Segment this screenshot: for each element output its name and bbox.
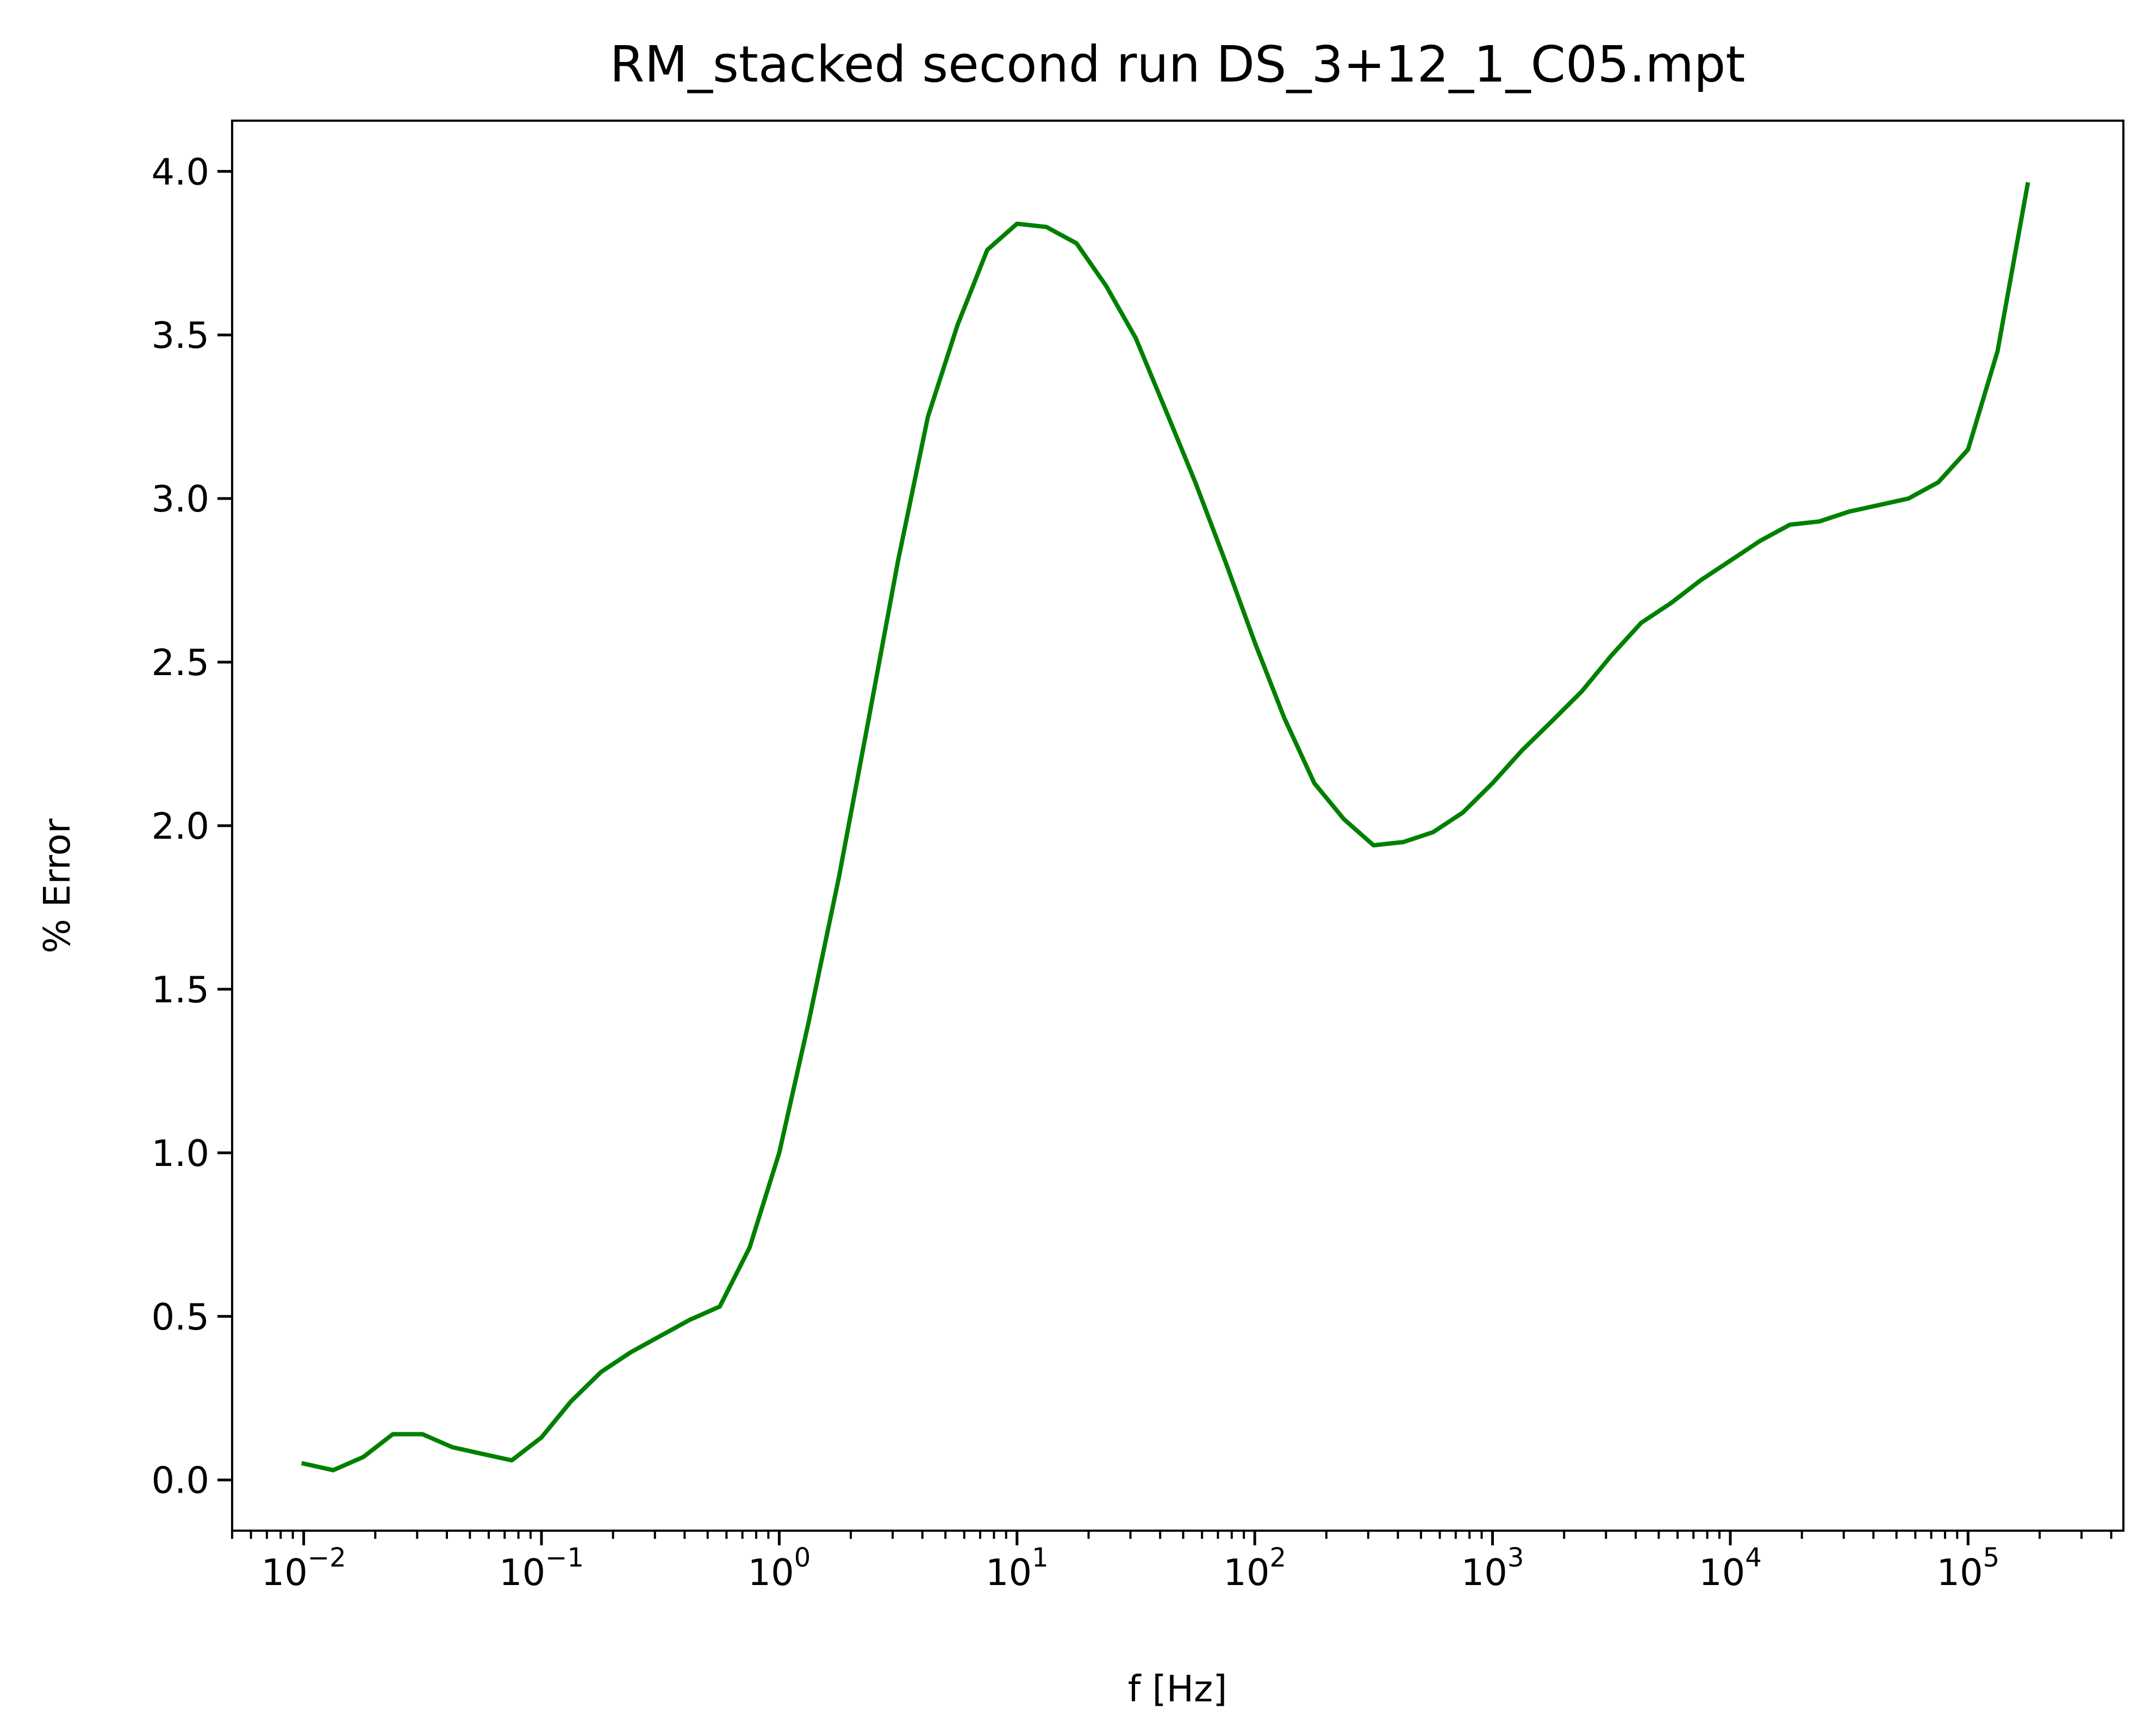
x-tick-exponent: 0 [794,1543,811,1573]
x-tick-exponent: 3 [1507,1543,1524,1573]
x-tick-base: 10 [1936,1551,1983,1594]
x-tick-base: 10 [499,1551,545,1594]
y-tick-label: 1.0 [151,1132,209,1175]
x-tick-label: 101 [986,1543,1049,1594]
x-tick-base: 10 [986,1551,1032,1594]
x-tick-label: 104 [1699,1543,1762,1594]
x-tick-exponent: 2 [1270,1543,1287,1573]
chart-title: RM_stacked second run DS_3+12_1_C05.mpt [610,35,1746,93]
x-tick-label: 10−1 [499,1543,584,1594]
y-tick-label: 2.5 [151,641,209,684]
y-tick-label: 0.0 [151,1459,209,1502]
x-tick-base: 10 [1223,1551,1269,1594]
x-tick-base: 10 [1461,1551,1507,1594]
x-tick-label: 103 [1461,1543,1524,1594]
y-tick-label: 4.0 [151,151,209,193]
series-line [301,182,2030,1473]
plot-area: 0.00.51.01.52.02.53.03.54.010−2 10−1 100 10… [151,120,2124,1594]
x-tick-exponent: −2 [308,1543,346,1573]
x-tick-exponent: 5 [1983,1543,2000,1573]
x-tick-label: 100 [748,1543,811,1594]
y-tick-label: 2.0 [151,805,209,847]
x-tick-exponent: 1 [1032,1543,1049,1573]
x-tick-base: 10 [748,1551,794,1594]
x-tick-label: 102 [1223,1543,1286,1594]
y-tick-label: 3.0 [151,478,209,520]
x-tick-label: 105 [1936,1543,1999,1594]
x-tick-base: 10 [1699,1551,1745,1594]
y-tick-label: 3.5 [151,314,209,357]
x-tick-label: 10−2 [261,1543,346,1594]
y-tick-label: 1.5 [151,969,209,1011]
x-tick-base: 10 [261,1551,308,1594]
x-tick-exponent: 4 [1745,1543,1762,1573]
x-axis-label: f [Hz] [1128,1668,1227,1710]
axes-frame [231,120,2124,1532]
y-axis-label: % Error [36,818,78,953]
y-tick-label: 0.5 [151,1296,209,1338]
x-tick-exponent: −1 [545,1543,584,1573]
